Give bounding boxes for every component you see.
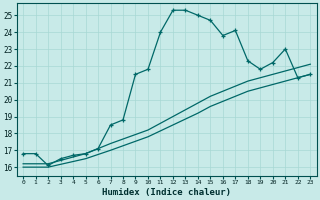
X-axis label: Humidex (Indice chaleur): Humidex (Indice chaleur) (102, 188, 231, 197)
